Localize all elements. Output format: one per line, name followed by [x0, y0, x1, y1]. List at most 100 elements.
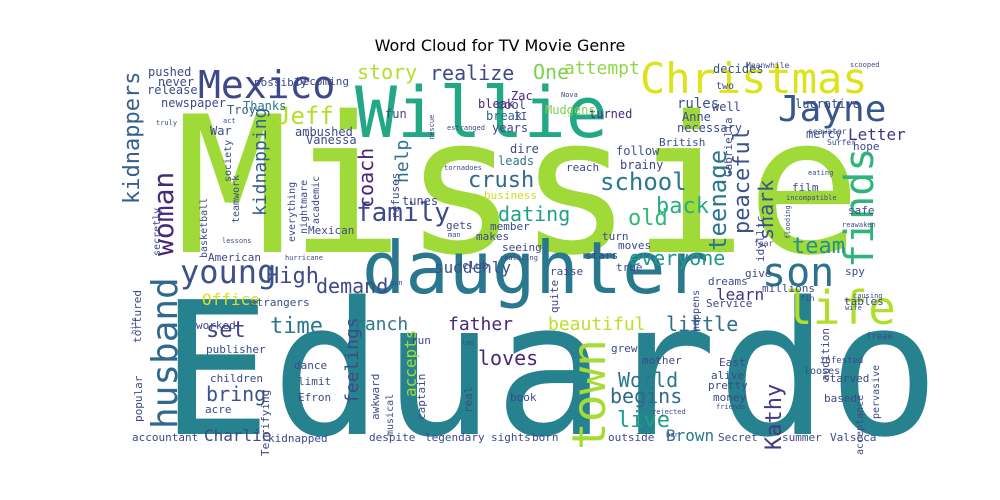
word-east: East: [719, 356, 746, 369]
word-war: War: [210, 124, 232, 138]
word-high: High: [266, 264, 319, 289]
word-peaceful: peaceful: [730, 127, 755, 234]
word-back: back: [656, 194, 709, 219]
word-grew: grew: [611, 342, 638, 355]
word-gets: gets: [446, 219, 473, 232]
word-publisher: publisher: [206, 343, 266, 356]
word-causing: causing: [853, 292, 883, 300]
word-club: club: [462, 259, 489, 272]
word-dating: dating: [498, 202, 571, 226]
word-town: town: [562, 339, 616, 451]
word-one: One: [533, 60, 570, 84]
word-los: los: [462, 339, 475, 347]
word-live: live: [617, 408, 670, 433]
word-sights: sights: [491, 431, 531, 444]
word-anne: Anne: [682, 110, 711, 124]
word-crush: crush: [468, 168, 535, 193]
word-acceptance: acceptance: [855, 394, 866, 455]
word-daughter: daughter: [362, 226, 709, 310]
word-children: children: [210, 372, 263, 385]
word-nova: Nova: [561, 91, 578, 99]
word-eduardo: Eduardo: [160, 262, 940, 478]
word-summer: summer: [782, 431, 822, 444]
word-tables: tables: [844, 295, 884, 308]
word-flooding: flooding: [784, 204, 792, 239]
word-dance: dance: [294, 359, 328, 372]
word-realizing: realizing: [500, 254, 538, 262]
word-father: father: [448, 314, 514, 335]
word-break: break: [486, 109, 523, 123]
word-legendary: legendary: [425, 431, 485, 444]
word-young: young: [180, 253, 277, 291]
word-office: Office: [202, 290, 260, 309]
word-act: act: [223, 117, 236, 125]
word-starved: starved: [823, 372, 870, 385]
word-nightmare: nightmare: [299, 179, 310, 234]
word-give: give: [745, 267, 772, 280]
word-school: school: [600, 168, 687, 196]
word-letter: Letter: [848, 125, 906, 144]
word-business: business: [484, 189, 537, 202]
word-leads: leads: [498, 154, 535, 168]
word-man: man: [448, 231, 461, 239]
word-captain: captain: [415, 373, 428, 421]
word-bar: bar: [666, 431, 679, 439]
word-refuses: refuses: [389, 172, 402, 220]
word-little: little: [666, 312, 739, 336]
word-release: release: [147, 83, 198, 97]
word-follow: follow: [616, 144, 660, 158]
word-hurricane: hurricane: [285, 254, 323, 262]
word-decides: decides: [713, 62, 764, 76]
word-rescue: rescue: [428, 114, 436, 141]
word-reawaken: reawaken: [842, 221, 876, 229]
word-beautiful: beautiful: [548, 314, 646, 335]
word-mexico: Mexico: [198, 63, 336, 107]
word-ranch: ranch: [354, 314, 409, 335]
word-moves: moves: [618, 239, 652, 252]
word-attempt: attempt: [564, 58, 640, 79]
word-begins: begins: [610, 384, 683, 408]
word-ambushed: ambushed: [295, 125, 353, 139]
word-makes: makes: [476, 230, 510, 243]
word-world: World: [618, 368, 679, 392]
word-mexican: Mexican: [308, 224, 355, 237]
word-everything: everything: [287, 181, 298, 242]
word-husband: husband: [145, 277, 186, 430]
word-basketball: basketball: [199, 197, 210, 258]
word-loves: loves: [478, 346, 539, 370]
word-set: set: [206, 318, 246, 343]
word-story: story: [357, 60, 418, 84]
word-family: family: [356, 198, 450, 228]
word-meanwhile: Meanwhile: [746, 61, 790, 70]
word-pervasive: pervasive: [871, 364, 882, 419]
word-safe: safe: [848, 204, 875, 217]
word-thanks: Thanks: [243, 99, 287, 113]
word-incompatible: incompatible: [786, 194, 837, 202]
word-newspaper: newspaper: [161, 96, 227, 110]
word-member: member: [490, 220, 530, 233]
word-seawater: seawater: [808, 127, 847, 136]
word-dreams: dreams: [708, 275, 748, 288]
word-ii: II: [514, 110, 528, 123]
word-teamwork: teamwork: [231, 174, 242, 223]
word-turned: turned: [589, 107, 633, 121]
word-friends: friends: [716, 403, 746, 411]
word-popular: popular: [132, 375, 145, 423]
word-looses: looses: [804, 366, 841, 377]
word-demand: demand: [316, 274, 389, 298]
word-stars: stars: [585, 249, 619, 262]
word-son: son: [762, 250, 835, 296]
word-tunes: tunes: [402, 194, 439, 208]
word-pushed: pushed: [148, 65, 192, 79]
word-mudgens: Mudgens: [545, 103, 596, 117]
word-secret: Secret: [718, 431, 758, 444]
word-outside: outside: [608, 431, 655, 444]
word-book: book: [510, 391, 537, 404]
word-infested: infested: [820, 356, 864, 366]
word-troy: Troy: [227, 103, 256, 117]
word-jayne: Jayne: [778, 89, 887, 130]
word-cool: cool: [497, 98, 526, 112]
word-rules: rules: [677, 96, 720, 112]
word-wife: wife: [845, 304, 862, 312]
